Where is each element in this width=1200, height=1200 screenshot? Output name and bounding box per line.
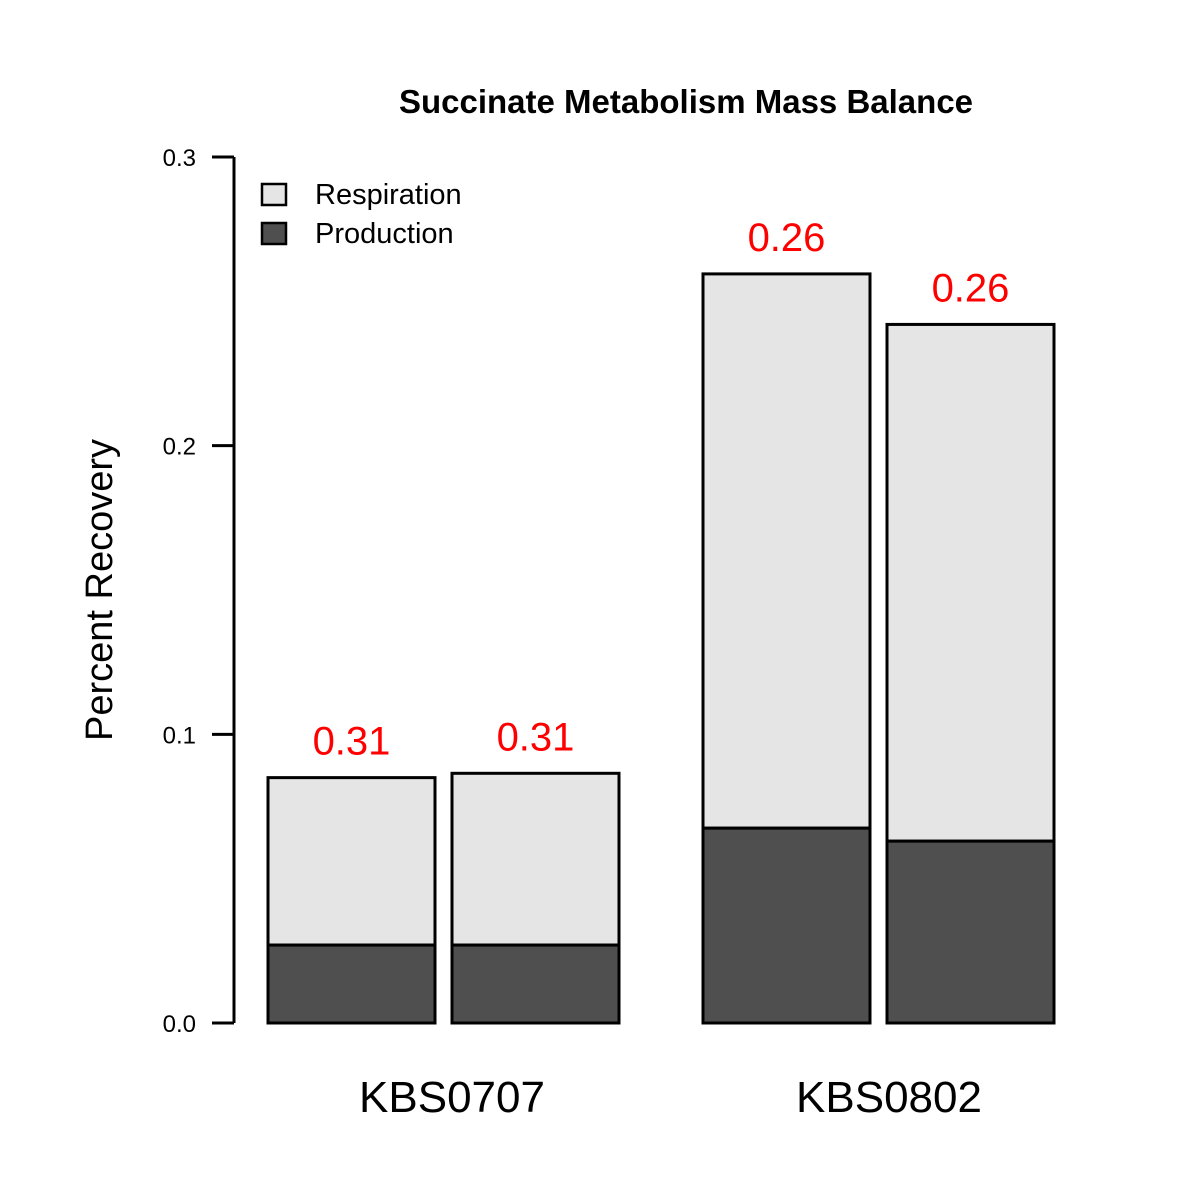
- group-label: KBS0707: [359, 1073, 545, 1122]
- bar-value-label: 0.26: [748, 216, 826, 260]
- bar-respiration: [885, 322, 1056, 843]
- legend-swatch-production: [260, 221, 288, 246]
- bar-production: [266, 943, 437, 1025]
- legend: Respiration Production: [260, 179, 462, 250]
- bar-respiration: [266, 776, 437, 947]
- group-labels: KBS0707 KBS0802: [359, 1073, 982, 1122]
- y-tick-label: 0.1: [163, 722, 196, 749]
- y-tick-label: 0.3: [163, 145, 196, 172]
- chart-title: Succinate Metabolism Mass Balance: [399, 83, 973, 120]
- legend-label-production: Production: [315, 218, 454, 250]
- y-axis: 0.0 0.1 0.2 0.3: [163, 145, 236, 1038]
- bar-value-label: 0.26: [932, 266, 1010, 310]
- y-tick-label: 0.0: [163, 1011, 196, 1038]
- legend-label-respiration: Respiration: [315, 179, 462, 211]
- y-tick-label: 0.2: [163, 434, 196, 461]
- y-axis-label: Percent Recovery: [79, 439, 121, 741]
- bar-value-label: 0.31: [497, 715, 575, 759]
- bar-respiration: [450, 771, 621, 947]
- bars: [266, 272, 1056, 1025]
- bar-production: [885, 839, 1056, 1025]
- data-labels: 0.31 0.31 0.26 0.26: [313, 216, 1010, 764]
- bar-value-label: 0.31: [313, 720, 391, 764]
- bar-production: [450, 943, 621, 1025]
- bar-respiration: [701, 272, 872, 830]
- group-label: KBS0802: [796, 1073, 982, 1122]
- bar-production: [701, 826, 872, 1025]
- legend-swatch-respiration: [260, 182, 288, 207]
